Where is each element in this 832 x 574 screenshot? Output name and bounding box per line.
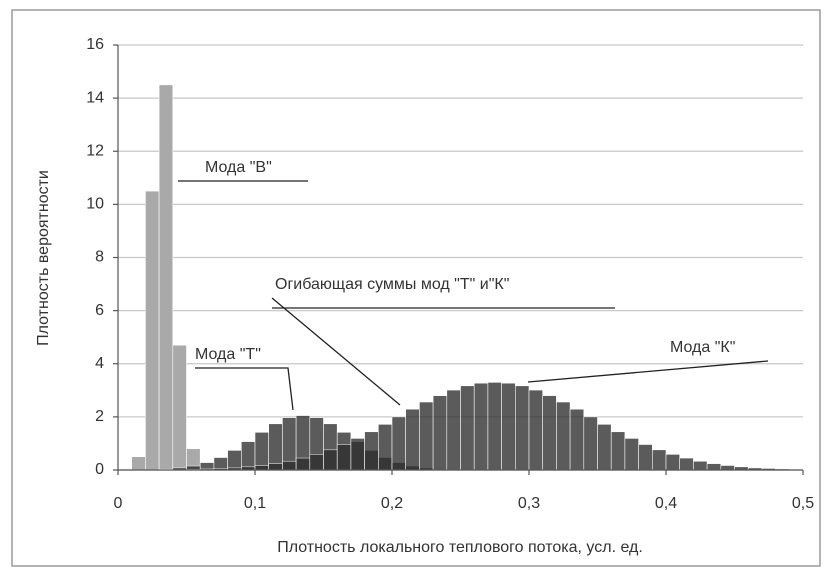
y-axis-label: Плотность вероятности xyxy=(35,170,52,346)
bar xyxy=(706,463,722,471)
leader-line xyxy=(195,367,294,411)
bar xyxy=(323,449,338,471)
x-tick-label: 0,2 xyxy=(381,495,403,512)
bar xyxy=(158,84,174,471)
bar xyxy=(473,382,489,471)
bar xyxy=(583,416,598,471)
bar xyxy=(309,454,324,471)
leaders xyxy=(178,180,769,411)
bar xyxy=(254,431,269,471)
y-tick-label: 10 xyxy=(86,196,104,213)
ticks: 0 2 4 6 8 10 12 14 16 0 0,1 0,2 0,3 0,4 0,5 xyxy=(86,36,814,512)
bar xyxy=(295,457,311,471)
annotation: Мода "В" xyxy=(205,159,272,176)
bar xyxy=(597,424,612,471)
bar xyxy=(377,424,393,471)
bar xyxy=(528,389,543,471)
bar xyxy=(131,456,146,471)
bar xyxy=(336,444,352,471)
leader-line xyxy=(527,360,769,383)
x-axis-label: Плотность локального теплового потока, у… xyxy=(277,539,643,556)
bar xyxy=(665,454,680,471)
bar xyxy=(610,431,626,471)
bar xyxy=(268,463,283,471)
bar xyxy=(460,385,475,471)
bar xyxy=(432,395,448,471)
leader-line xyxy=(271,297,401,406)
bar xyxy=(679,457,694,471)
x-tick-label: 0,1 xyxy=(244,495,266,512)
bar xyxy=(693,460,708,471)
bar xyxy=(514,385,530,471)
y-tick-label: 8 xyxy=(95,249,104,266)
annotation: Огибающая суммы мод "Т" и"К" xyxy=(275,276,509,293)
x-tick-label: 0,4 xyxy=(655,495,677,512)
bar xyxy=(405,408,420,471)
bar xyxy=(556,401,571,471)
bar xyxy=(227,450,242,471)
y-tick-label: 6 xyxy=(95,302,104,319)
x-tick-label: 0,5 xyxy=(792,495,814,512)
annotations: Мода "В" Огибающая суммы мод "Т" и"К" Мода… xyxy=(195,159,735,363)
bar xyxy=(364,431,379,471)
bar xyxy=(487,382,502,471)
y-tick-label: 0 xyxy=(95,461,104,478)
bars xyxy=(131,84,804,471)
bar xyxy=(254,465,269,471)
bar xyxy=(651,449,667,471)
bar xyxy=(282,460,297,471)
bar xyxy=(172,344,187,471)
y-tick-label: 4 xyxy=(95,355,104,372)
bar xyxy=(720,465,735,471)
annotation: Мода "К" xyxy=(670,339,735,356)
bar xyxy=(446,389,461,471)
y-tick-label: 16 xyxy=(86,36,104,53)
bar xyxy=(391,416,406,471)
bar xyxy=(241,441,256,471)
y-tick-label: 12 xyxy=(86,142,104,159)
bar xyxy=(419,401,434,471)
y-tick-label: 2 xyxy=(95,408,104,425)
bar xyxy=(638,444,653,471)
bar xyxy=(569,408,585,471)
x-tick-label: 0,3 xyxy=(518,495,540,512)
bar xyxy=(542,395,557,471)
bar xyxy=(501,382,516,471)
bar xyxy=(145,190,160,471)
x-tick-label: 0 xyxy=(114,495,123,512)
y-tick-label: 14 xyxy=(86,89,104,106)
bar xyxy=(268,423,283,471)
bar xyxy=(350,438,365,471)
annotation: Мода "Т" xyxy=(195,346,261,363)
bar xyxy=(624,438,639,471)
